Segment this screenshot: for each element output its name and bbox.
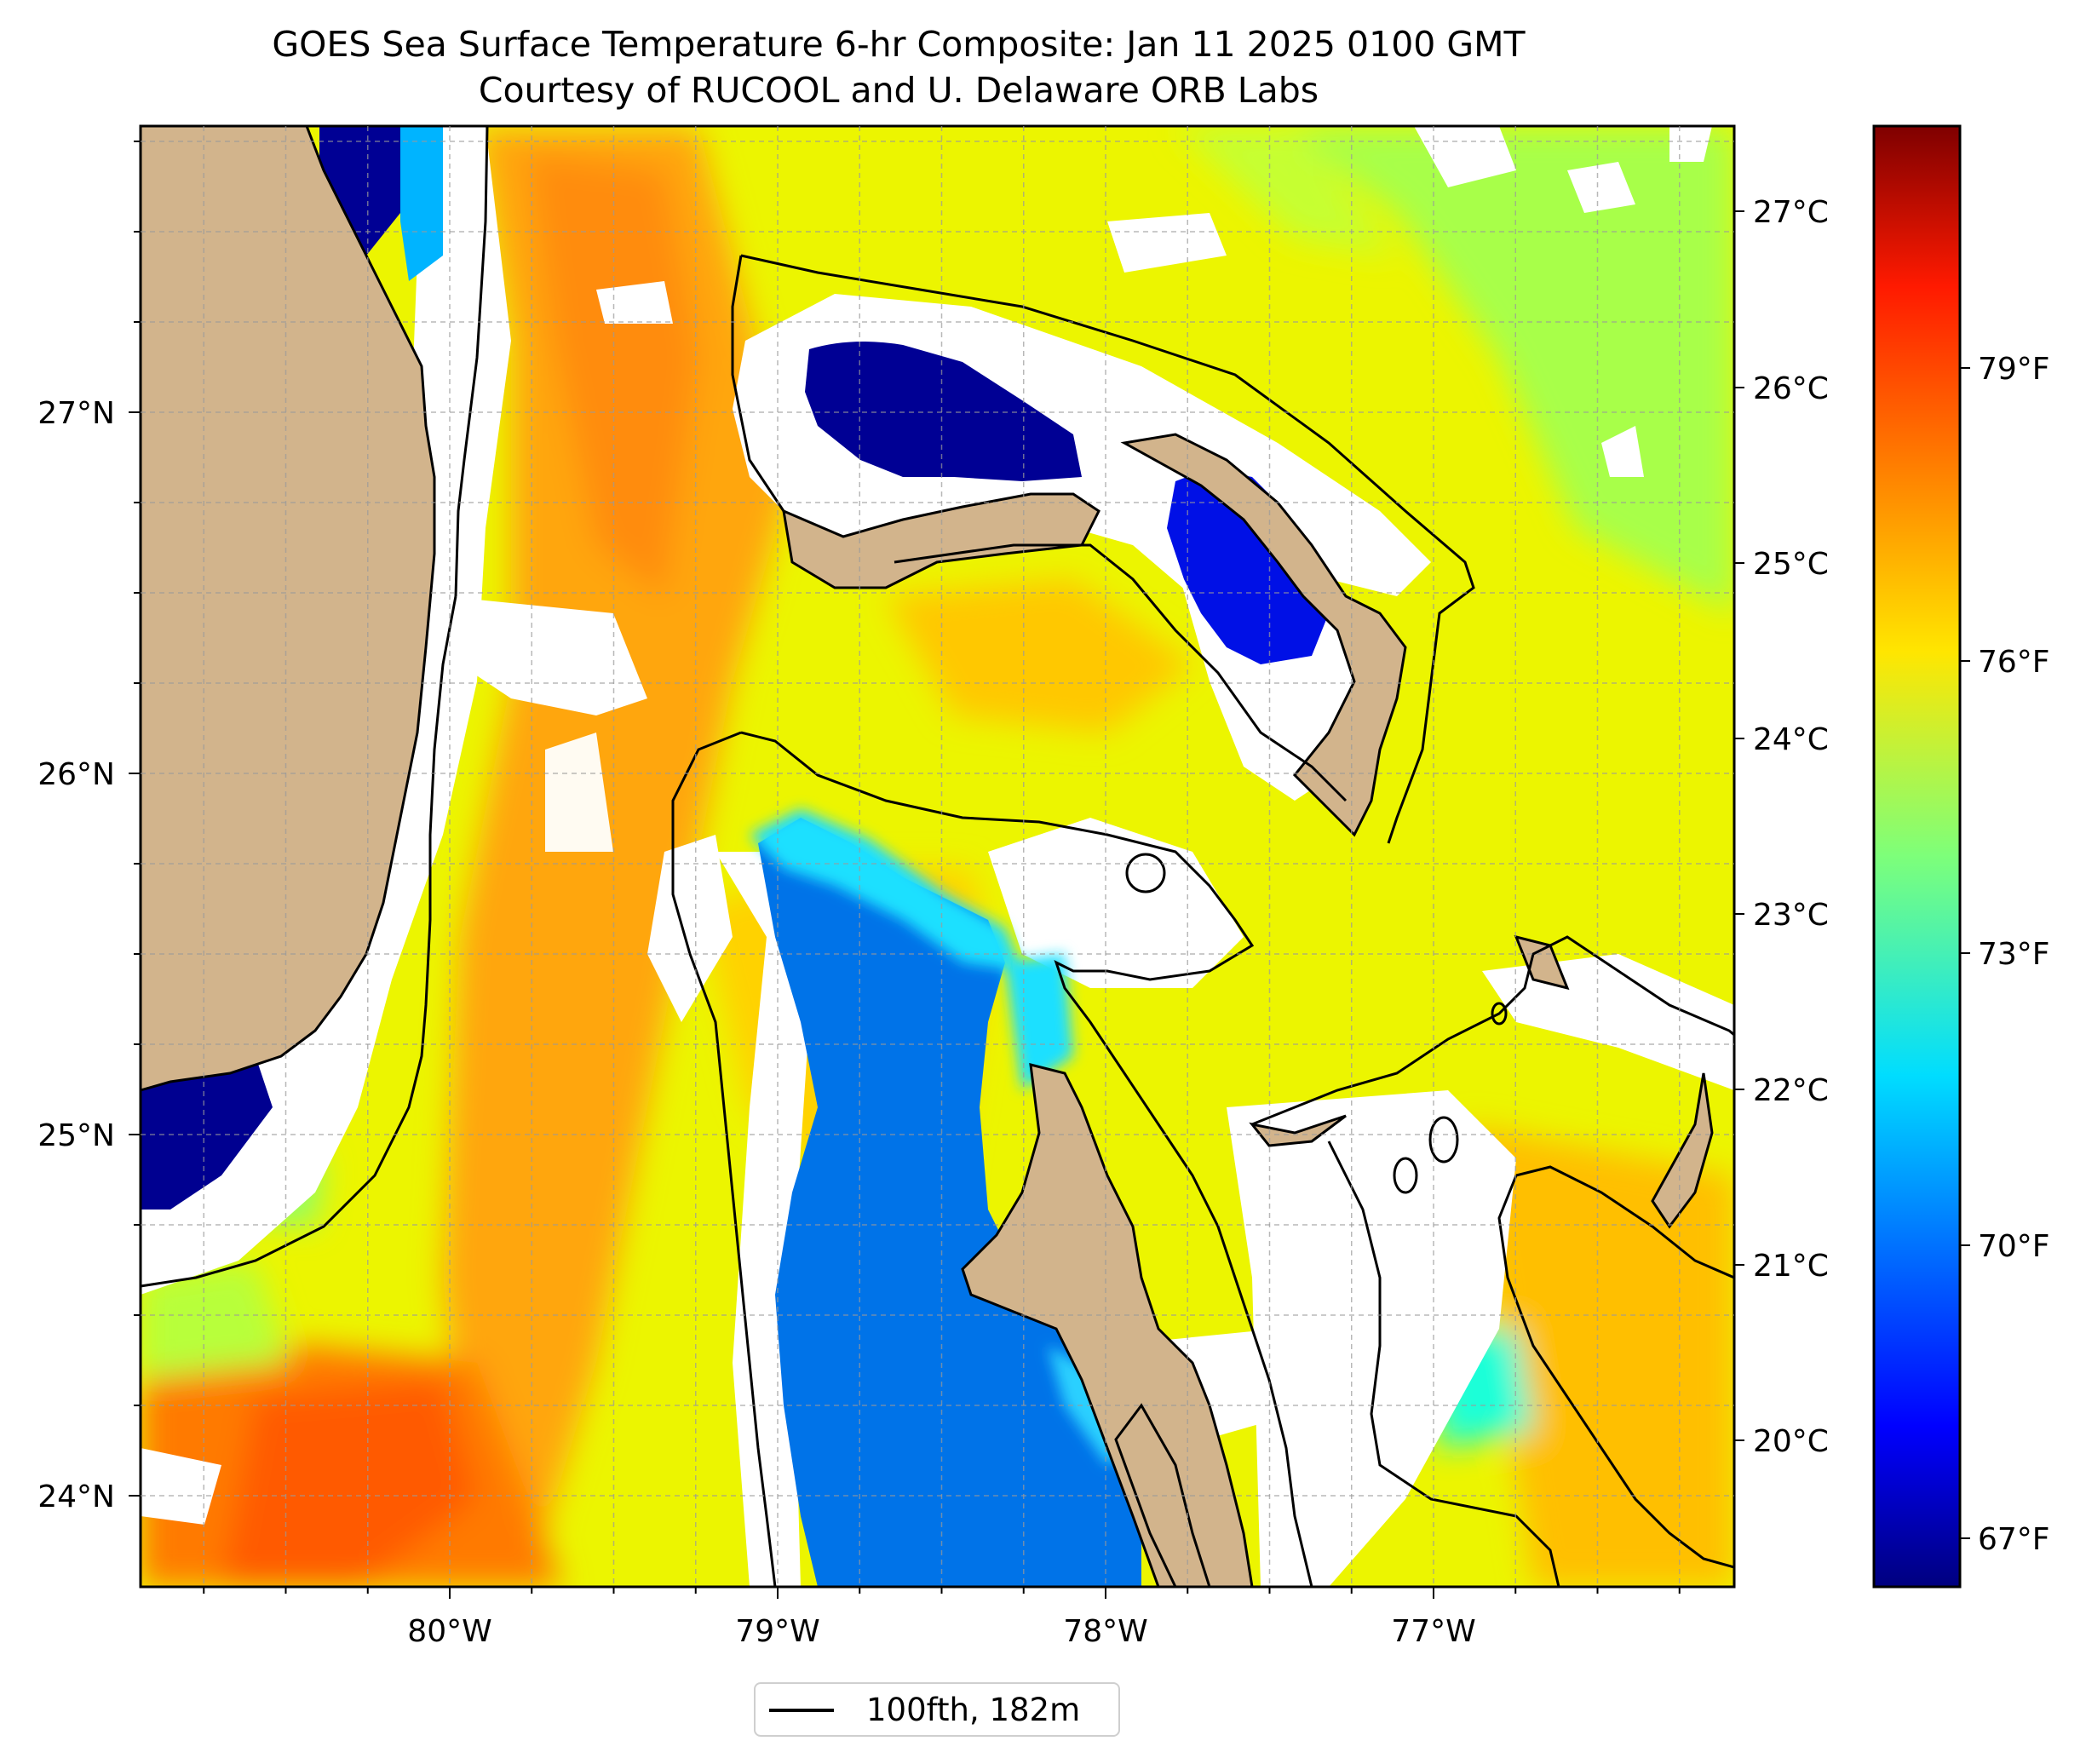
small-cays	[1125, 853, 1508, 1194]
isobath-100fth	[141, 126, 1734, 1587]
berry-islands	[1249, 1114, 1347, 1147]
legend-label: 100fth, 182m	[866, 1692, 1081, 1728]
legend-line-swatch	[769, 1709, 834, 1712]
fahrenheit-tick-label: 76°F	[1978, 645, 2050, 680]
lon-tick-label: 80°W	[407, 1614, 491, 1649]
map-axis-ticks	[129, 141, 1681, 1599]
latitude-labels: 27°N 26°N 25°N 24°N	[37, 396, 115, 1514]
celsius-tick-label: 26°C	[1753, 371, 1829, 406]
florida-land	[141, 126, 436, 1092]
longitude-labels: 80°W 79°W 78°W 77°W	[407, 1614, 1475, 1649]
fahrenheit-tick-label: 67°F	[1978, 1522, 2050, 1557]
lon-tick-label: 78°W	[1063, 1614, 1147, 1649]
celsius-tick-label: 21°C	[1753, 1249, 1829, 1284]
map-frame	[139, 124, 1736, 1589]
eleuthera-south	[1651, 1072, 1714, 1229]
lat-tick-label: 26°N	[37, 757, 115, 792]
fahrenheit-tick-label: 79°F	[1978, 352, 2050, 387]
temperature-field	[141, 126, 1734, 1587]
cold-water-bank-north	[805, 342, 1082, 481]
celsius-tick-label: 22°C	[1753, 1073, 1829, 1108]
lat-tick-label: 24°N	[37, 1480, 115, 1514]
celsius-tick-label: 24°C	[1753, 722, 1829, 757]
fahrenheit-tick-label: 70°F	[1978, 1229, 2050, 1264]
legend: 100fth, 182m	[754, 1682, 1120, 1737]
map-area	[141, 126, 1734, 1587]
andros-island	[961, 1063, 1254, 1587]
cold-water-bay	[141, 1056, 273, 1210]
celsius-tick-label: 25°C	[1753, 547, 1829, 582]
eleuthera-north	[1514, 934, 1570, 991]
celsius-tick-label: 27°C	[1753, 195, 1829, 230]
map-gridlines	[141, 126, 1734, 1587]
fahrenheit-tick-label: 73°F	[1978, 937, 2050, 972]
colorbar-celsius-ticks: 27°C 26°C 25°C 24°C 23°C 22°C 21°C 20°C	[1734, 195, 1829, 1459]
great-abaco-island	[1120, 433, 1407, 837]
lon-tick-label: 79°W	[735, 1614, 819, 1649]
colorbar	[1872, 124, 1962, 1589]
cold-water-tongue	[758, 818, 1141, 1587]
map-subtitle: Courtesy of RUCOOL and U. Delaware ORB L…	[478, 70, 1319, 111]
colorbar-fahrenheit-ticks: 79°F 76°F 73°F 70°F 67°F	[1960, 352, 2050, 1557]
lon-tick-label: 77°W	[1391, 1614, 1475, 1649]
lat-tick-label: 25°N	[37, 1118, 115, 1153]
lat-tick-label: 27°N	[37, 396, 115, 431]
celsius-tick-label: 20°C	[1753, 1424, 1829, 1459]
map-title: GOES Sea Surface Temperature 6-hr Compos…	[272, 24, 1526, 65]
celsius-tick-label: 23°C	[1753, 898, 1829, 933]
